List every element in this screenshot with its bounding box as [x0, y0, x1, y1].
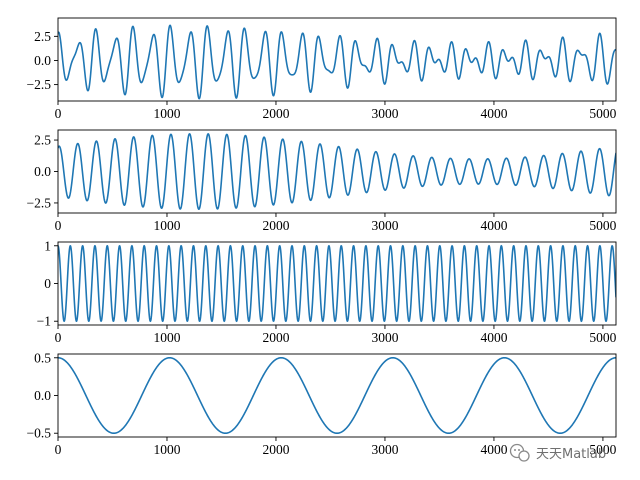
x-tick-label: 2000 [262, 218, 289, 233]
x-tick-label: 1000 [153, 330, 180, 345]
watermark: 天天Matlab [509, 443, 606, 462]
y-tick-label: 0.0 [34, 164, 51, 179]
wechat-icon [509, 443, 530, 462]
x-tick-label: 4000 [480, 218, 507, 233]
series-line-1 [58, 356, 616, 435]
x-tick-label: 0 [55, 106, 62, 121]
x-tick-label: 0 [55, 218, 62, 233]
x-tick-label: 3000 [371, 442, 398, 457]
subplot-2: 0 1000 2000 3000 4000 5000 −2.5 0.0 2.5 [27, 129, 617, 233]
y-tick-label: 0.5 [34, 350, 51, 365]
y-tick-label: 0.0 [34, 53, 51, 68]
series-line-1 [58, 133, 616, 211]
x-tick-label: 3000 [371, 218, 398, 233]
x-tick-label: 3000 [371, 106, 398, 121]
y-tick-label: −2.5 [27, 195, 52, 210]
x-tick-label: 4000 [480, 442, 507, 457]
y-tick-label: 0 [44, 276, 51, 291]
x-tick-label: 3000 [371, 330, 398, 345]
x-tick-label: 2000 [262, 330, 289, 345]
x-tick-label: 1000 [153, 106, 180, 121]
series-line-1 [58, 244, 616, 323]
y-tick-label: 0.0 [34, 388, 51, 403]
x-tick-label: 2000 [262, 106, 289, 121]
x-tick-label: 5000 [589, 330, 616, 345]
x-tick-label: 0 [55, 330, 62, 345]
y-tick-label: −0.5 [27, 426, 52, 441]
x-tick-label: 5000 [589, 442, 616, 457]
x-tick-label: 5000 [589, 218, 616, 233]
subplot-3: 0 1000 2000 3000 4000 5000 −1 0 1 [37, 238, 617, 345]
subplots-container: 0 1000 2000 3000 4000 5000−2.50.02.50 1000 2000… [27, 17, 617, 457]
y-tick-label: 2.5 [34, 29, 51, 44]
y-tick-label: −1 [37, 314, 51, 329]
x-tick-label: 4000 [480, 106, 507, 121]
axes-frame [57, 17, 617, 102]
y-tick-label: 1 [44, 238, 51, 253]
watermark-text: 天天Matlab [536, 447, 606, 462]
subplot-4: 0 1000 2000 3000 4000 5000 −0.5 0.0 0.5 [27, 350, 617, 457]
x-tick-label: 1000 [153, 442, 180, 457]
y-tick-label: −2.5 [27, 77, 52, 92]
x-tick-label: 0 [55, 442, 62, 457]
x-tick-label: 4000 [480, 330, 507, 345]
subplot-1: 0 1000 2000 3000 4000 5000 −2.5 0.0 2.5 [27, 17, 617, 121]
y-tick-label: 2.5 [34, 133, 51, 148]
x-tick-label: 5000 [589, 106, 616, 121]
x-tick-label: 1000 [153, 218, 180, 233]
x-tick-label: 2000 [262, 442, 289, 457]
series-line-1 [58, 24, 616, 100]
